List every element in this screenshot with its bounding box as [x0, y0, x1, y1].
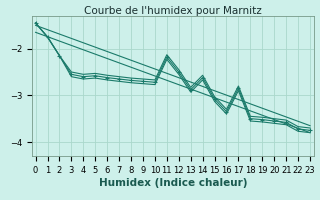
X-axis label: Humidex (Indice chaleur): Humidex (Indice chaleur)	[99, 178, 247, 188]
Title: Courbe de l'humidex pour Marnitz: Courbe de l'humidex pour Marnitz	[84, 6, 262, 16]
